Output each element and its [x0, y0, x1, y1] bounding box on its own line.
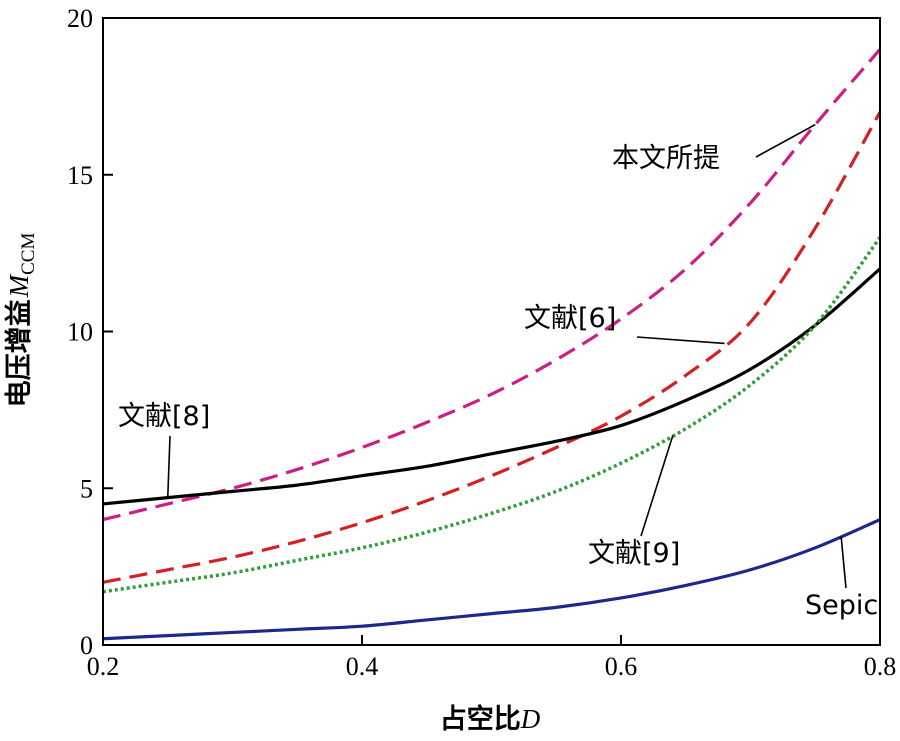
- annotation-leader: [755, 123, 816, 158]
- y-tick-label: 20: [67, 4, 93, 33]
- annotation-label: 文献[9]: [588, 538, 680, 569]
- x-tick-label: 0.2: [87, 652, 120, 681]
- series-line: [102, 267, 882, 506]
- series-line: [102, 48, 882, 522]
- y-axis-title-sub: CCM: [18, 233, 39, 275]
- annotation-leader: [166, 435, 171, 498]
- plot-frame: [102, 17, 881, 646]
- x-tick-label: 0.8: [864, 652, 897, 681]
- annotation-label: 本文所提: [612, 143, 720, 174]
- y-tick-label: 0: [80, 631, 93, 660]
- y-tick-label: 15: [67, 161, 93, 190]
- x-tick-label: 0.4: [346, 652, 379, 681]
- series-layer: [102, 48, 882, 641]
- y-axis-title: 电压增益MCCM: [3, 233, 39, 408]
- annotation-label: Sepic: [805, 590, 878, 621]
- annotation-label: 文献[6]: [524, 303, 616, 334]
- y-tick-label: 10: [67, 318, 93, 347]
- annotation-leader: [840, 536, 847, 589]
- x-tick-label: 0.6: [605, 652, 638, 681]
- annotation-label: 文献[8]: [118, 401, 210, 432]
- series-line: [102, 236, 882, 594]
- x-axis-title-main: 占空比: [440, 703, 521, 735]
- annotation-leader: [640, 435, 674, 537]
- series-line: [102, 111, 882, 584]
- series-line: [102, 518, 881, 641]
- annotation-leader: [636, 336, 725, 345]
- y-axis-title-main: 电压增益: [3, 299, 35, 407]
- ticks-layer: 0.2 0.4 0.6 0.8 0 5 10 15 20: [67, 4, 896, 681]
- y-tick-label: 5: [80, 474, 93, 503]
- x-axis-title-var: D: [520, 704, 541, 734]
- x-axis-title: 占空比D: [440, 703, 541, 735]
- y-axis-title-var: M: [4, 273, 34, 298]
